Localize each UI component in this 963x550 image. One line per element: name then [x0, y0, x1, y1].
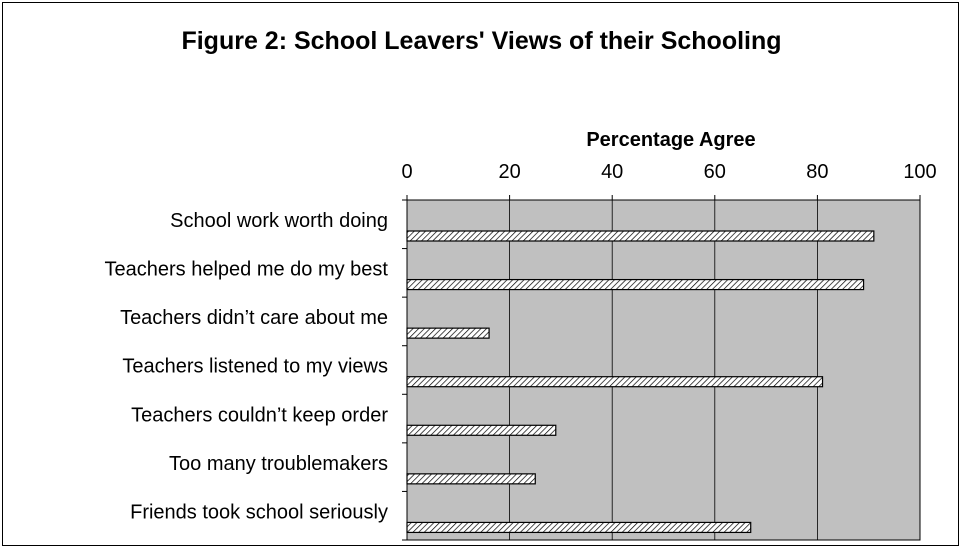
- bar: [406, 424, 557, 436]
- bar: [406, 521, 752, 534]
- bar: [406, 230, 875, 242]
- category-label: Teachers helped me do my best: [105, 259, 389, 281]
- x-axis-label: Percentage Agree: [586, 129, 756, 151]
- x-tick-label: 20: [498, 161, 520, 183]
- bar: [406, 376, 824, 388]
- category-label: Teachers couldn’t keep order: [131, 404, 388, 426]
- x-tick-label: 0: [401, 161, 412, 183]
- bar: [406, 327, 490, 339]
- category-label: Too many troublemakers: [169, 453, 388, 475]
- x-tick-label: 100: [903, 161, 936, 183]
- bar: [406, 278, 865, 291]
- category-label: Teachers listened to my views: [122, 356, 388, 378]
- chart-title: Figure 2: School Leavers' Views of their…: [181, 27, 782, 55]
- x-tick-label: 60: [704, 161, 726, 183]
- x-tick-label: 80: [806, 161, 828, 183]
- plot-area: [407, 200, 920, 540]
- x-tick-label: 40: [601, 161, 623, 183]
- category-label: Friends took school seriously: [130, 501, 388, 523]
- bar: [406, 473, 536, 485]
- category-label: Teachers didn’t care about me: [120, 307, 388, 329]
- category-label: School work worth doing: [170, 210, 388, 232]
